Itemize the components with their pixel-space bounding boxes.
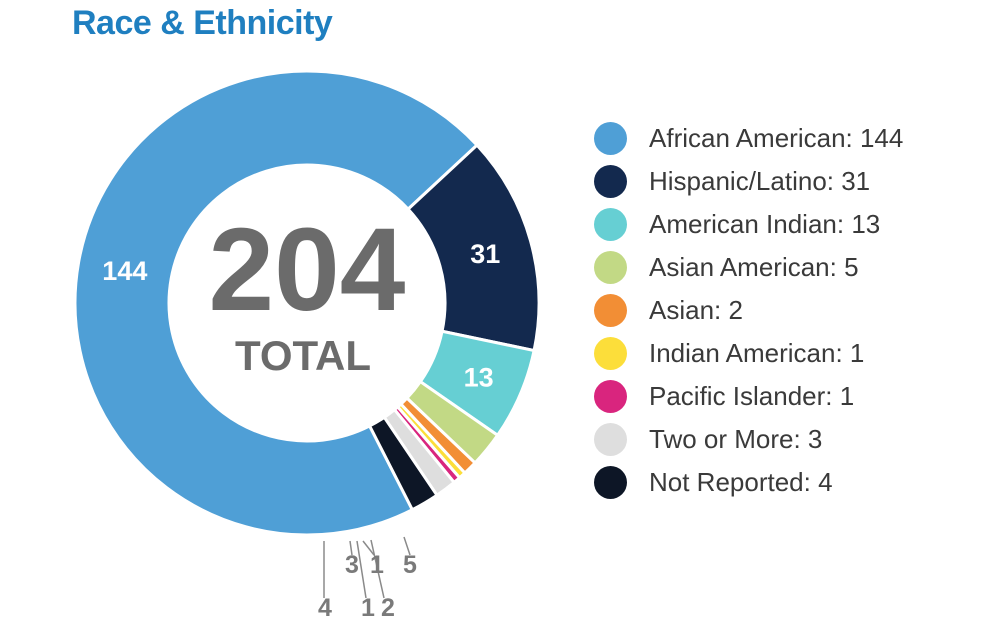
leader-lines: [323, 536, 411, 599]
legend-label: Indian American: 1: [649, 338, 865, 368]
slice-label-african-american: 144: [102, 256, 147, 286]
slice-label-pacific-islander: 1: [361, 594, 375, 622]
legend-swatch: [594, 208, 627, 241]
legend-swatch: [594, 165, 627, 198]
legend-label: Asian: 2: [649, 295, 743, 325]
leader-line-asian: [370, 539, 385, 599]
slice-label-hispanic-latino: 31: [470, 239, 500, 269]
slice-label-not-reported: 4: [318, 594, 332, 622]
legend-swatch: [594, 423, 627, 456]
legend-label: Pacific Islander: 1: [649, 381, 855, 411]
slice-label-indian-american: 1: [370, 551, 384, 579]
legend-item-african-american: African American: 144: [594, 117, 903, 160]
slice-label-asian: 2: [381, 594, 395, 622]
legend-swatch: [594, 337, 627, 370]
legend-label: Hispanic/Latino: 31: [649, 166, 871, 196]
legend-label: Two or More: 3: [649, 424, 823, 454]
leader-line-two-or-more: [349, 540, 353, 556]
slice-label-american-indian: 13: [464, 362, 494, 392]
legend-swatch: [594, 380, 627, 413]
slice-label-asian-american: 5: [403, 551, 417, 579]
legend-swatch: [594, 294, 627, 327]
legend-label: American Indian: 13: [649, 209, 881, 239]
legend-swatch: [594, 122, 627, 155]
legend-item-not-reported: Not Reported: 4: [594, 461, 903, 504]
legend-item-asian-american: Asian American: 5: [594, 246, 903, 289]
legend-item-american-indian: American Indian: 13: [594, 203, 903, 246]
center-total-value: 204: [209, 204, 406, 336]
legend-item-hispanic-latino: Hispanic/Latino: 31: [594, 160, 903, 203]
legend-swatch: [594, 251, 627, 284]
slice-not-reported: [367, 415, 440, 512]
legend: African American: 144 Hispanic/Latino: 31…: [594, 117, 903, 504]
slice-african-american: [73, 69, 480, 537]
center-total-label: TOTAL: [235, 332, 371, 379]
legend-label: Not Reported: 4: [649, 467, 833, 497]
legend-item-asian: Asian: 2: [594, 289, 903, 332]
slice-label-two-or-more: 3: [345, 551, 359, 579]
legend-item-two-or-more: Two or More: 3: [594, 418, 903, 461]
donut-slices: [73, 69, 541, 537]
leader-line-pacific-islander: [356, 540, 367, 599]
legend-swatch: [594, 466, 627, 499]
legend-item-pacific-islander: Pacific Islander: 1: [594, 375, 903, 418]
leader-line-indian-american: [362, 540, 375, 556]
chart-title: Race & Ethnicity: [72, 4, 333, 42]
legend-label: Asian American: 5: [649, 252, 859, 282]
legend-item-indian-american: Indian American: 1: [594, 332, 903, 375]
leader-line-asian-american: [403, 536, 411, 556]
legend-label: African American: 144: [649, 123, 904, 153]
